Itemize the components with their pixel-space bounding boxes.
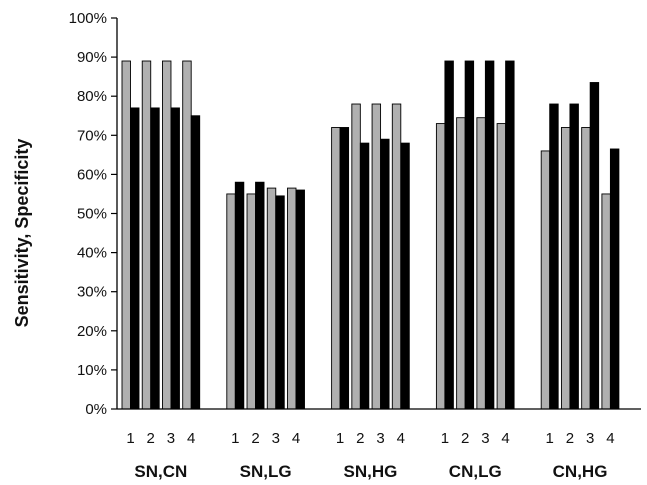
bar bbox=[601, 193, 611, 410]
bar bbox=[234, 181, 245, 410]
bar bbox=[505, 60, 515, 410]
bar bbox=[141, 60, 152, 410]
bar bbox=[540, 150, 551, 410]
bar bbox=[560, 127, 571, 410]
y-tick-label: 70% bbox=[77, 127, 107, 144]
x-tick-label: 3 bbox=[272, 430, 280, 447]
bar bbox=[569, 103, 579, 410]
bar bbox=[275, 195, 285, 410]
group-label: CN,HG bbox=[553, 462, 608, 481]
bar bbox=[170, 107, 180, 410]
y-tick-label: 10% bbox=[77, 362, 107, 379]
x-tick-label: 2 bbox=[566, 430, 574, 447]
group-label: CN,LG bbox=[449, 462, 502, 481]
bar bbox=[121, 60, 131, 410]
bar bbox=[359, 142, 370, 410]
x-tick-label: 4 bbox=[606, 430, 614, 447]
x-tick-label: 4 bbox=[187, 430, 195, 447]
x-tick-label: 2 bbox=[147, 430, 155, 447]
x-tick-label: 2 bbox=[356, 430, 364, 447]
x-tick-label: 4 bbox=[397, 430, 405, 447]
x-tick-label: 3 bbox=[376, 430, 384, 447]
bar bbox=[255, 181, 265, 410]
bar bbox=[464, 60, 475, 410]
x-tick-label: 3 bbox=[481, 430, 489, 447]
x-tick-label: 4 bbox=[501, 430, 509, 447]
bar bbox=[351, 103, 361, 410]
y-tick-label: 30% bbox=[77, 284, 107, 301]
bar bbox=[150, 107, 160, 410]
y-tick-label: 20% bbox=[77, 323, 107, 340]
y-tick-label: 90% bbox=[77, 49, 107, 66]
bar bbox=[484, 60, 495, 410]
group-label: SN,CN bbox=[134, 462, 187, 481]
bar bbox=[391, 103, 402, 410]
bar bbox=[331, 127, 341, 410]
x-tick-label: 1 bbox=[441, 430, 449, 447]
bar bbox=[287, 187, 297, 410]
bar bbox=[226, 193, 236, 410]
bar bbox=[246, 193, 256, 410]
bar bbox=[549, 103, 559, 410]
y-tick-label: 60% bbox=[77, 166, 107, 183]
bar bbox=[182, 60, 192, 410]
bar bbox=[295, 189, 305, 410]
bar bbox=[456, 117, 466, 410]
y-axis: 0% 10% 20% 30% 40% 50% 60% 70% 80% 90% 100% bbox=[69, 10, 118, 418]
x-tick-label: 1 bbox=[336, 430, 344, 447]
bar bbox=[589, 82, 600, 410]
x-tick-label: 3 bbox=[586, 430, 594, 447]
y-tick-label: 50% bbox=[77, 206, 107, 223]
bar bbox=[400, 142, 410, 410]
bar bbox=[162, 60, 172, 410]
bar bbox=[130, 107, 140, 410]
x-tick-label: 2 bbox=[251, 430, 259, 447]
bar bbox=[435, 123, 446, 410]
bar bbox=[444, 60, 454, 410]
x-tick-label: 1 bbox=[546, 430, 554, 447]
bar bbox=[581, 127, 591, 410]
bar bbox=[476, 117, 486, 410]
group-label: SN,LG bbox=[240, 462, 292, 481]
x-tick-label: 4 bbox=[292, 430, 300, 447]
y-tick-label: 40% bbox=[77, 245, 107, 262]
y-tick-label: 0% bbox=[85, 401, 107, 418]
y-axis-label: Sensitivity, Specificity bbox=[12, 139, 32, 328]
bar bbox=[339, 127, 350, 410]
bar bbox=[190, 115, 201, 410]
bar bbox=[380, 138, 390, 410]
y-tick-label: 80% bbox=[77, 88, 107, 105]
bar bbox=[609, 148, 620, 410]
bar bbox=[496, 123, 507, 410]
bars bbox=[121, 60, 620, 410]
y-tick-label: 100% bbox=[69, 10, 107, 27]
group-label: SN,HG bbox=[344, 462, 398, 481]
x-tick-label: 2 bbox=[461, 430, 469, 447]
bar bbox=[371, 103, 382, 410]
x-tick-label: 1 bbox=[126, 430, 134, 447]
x-tick-label: 1 bbox=[231, 430, 239, 447]
bar bbox=[266, 187, 277, 410]
x-tick-label: 3 bbox=[167, 430, 175, 447]
x-axis: 1 2 3 4SN,CN1 2 3 4SN,LG1 2 3 4SN,HG1 2 3 4CN,LG1 2 3 4… bbox=[117, 408, 641, 481]
